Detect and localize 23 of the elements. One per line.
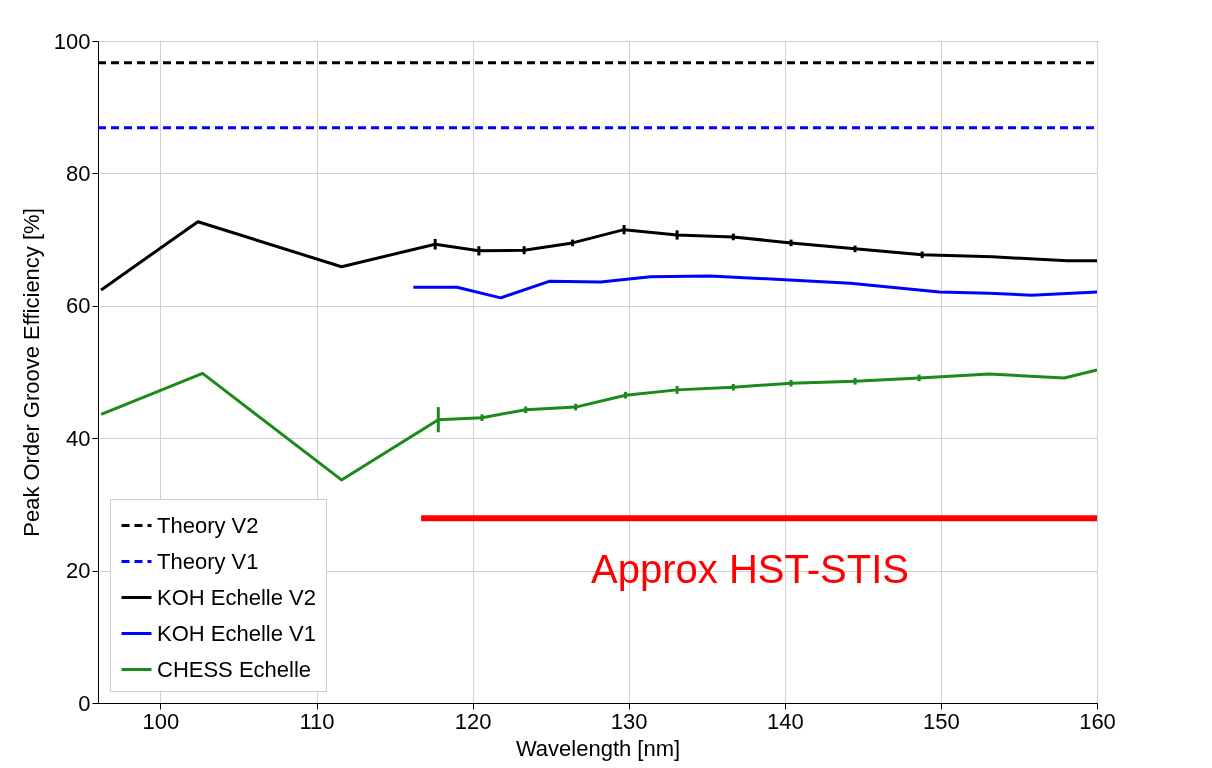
y-tick-label: 60: [66, 293, 91, 319]
line-series: [411, 274, 1097, 300]
x-tick-label: 150: [923, 708, 960, 734]
legend-label: Theory V1: [157, 548, 259, 574]
line-series: [99, 368, 1097, 482]
legend-label: Theory V2: [157, 512, 259, 538]
x-tick-label: 110: [299, 708, 335, 734]
x-tick-label: 140: [766, 708, 804, 734]
x-tick-label: 160: [1079, 708, 1116, 734]
y-tick-label: 40: [66, 425, 91, 451]
legend-label: KOH Echelle V2: [157, 584, 316, 610]
y-tick-label: 0: [78, 690, 91, 716]
legend-label: CHESS Echelle: [157, 656, 312, 682]
y-tick-label: 20: [66, 558, 91, 584]
x-axis-title: Wavelength [nm]: [515, 735, 681, 761]
y-tick-label: 80: [66, 160, 91, 186]
x-tick-label: 130: [610, 708, 648, 734]
y-tick-label: 100: [53, 28, 91, 54]
x-tick-label: 100: [142, 708, 180, 734]
legend-label: KOH Echelle V1: [157, 620, 316, 646]
x-tick-label: 120: [454, 708, 492, 734]
y-axis-title: Peak Order Groove Efficiency [%]: [18, 208, 44, 537]
annotation: Approx HST-STIS: [591, 547, 909, 591]
